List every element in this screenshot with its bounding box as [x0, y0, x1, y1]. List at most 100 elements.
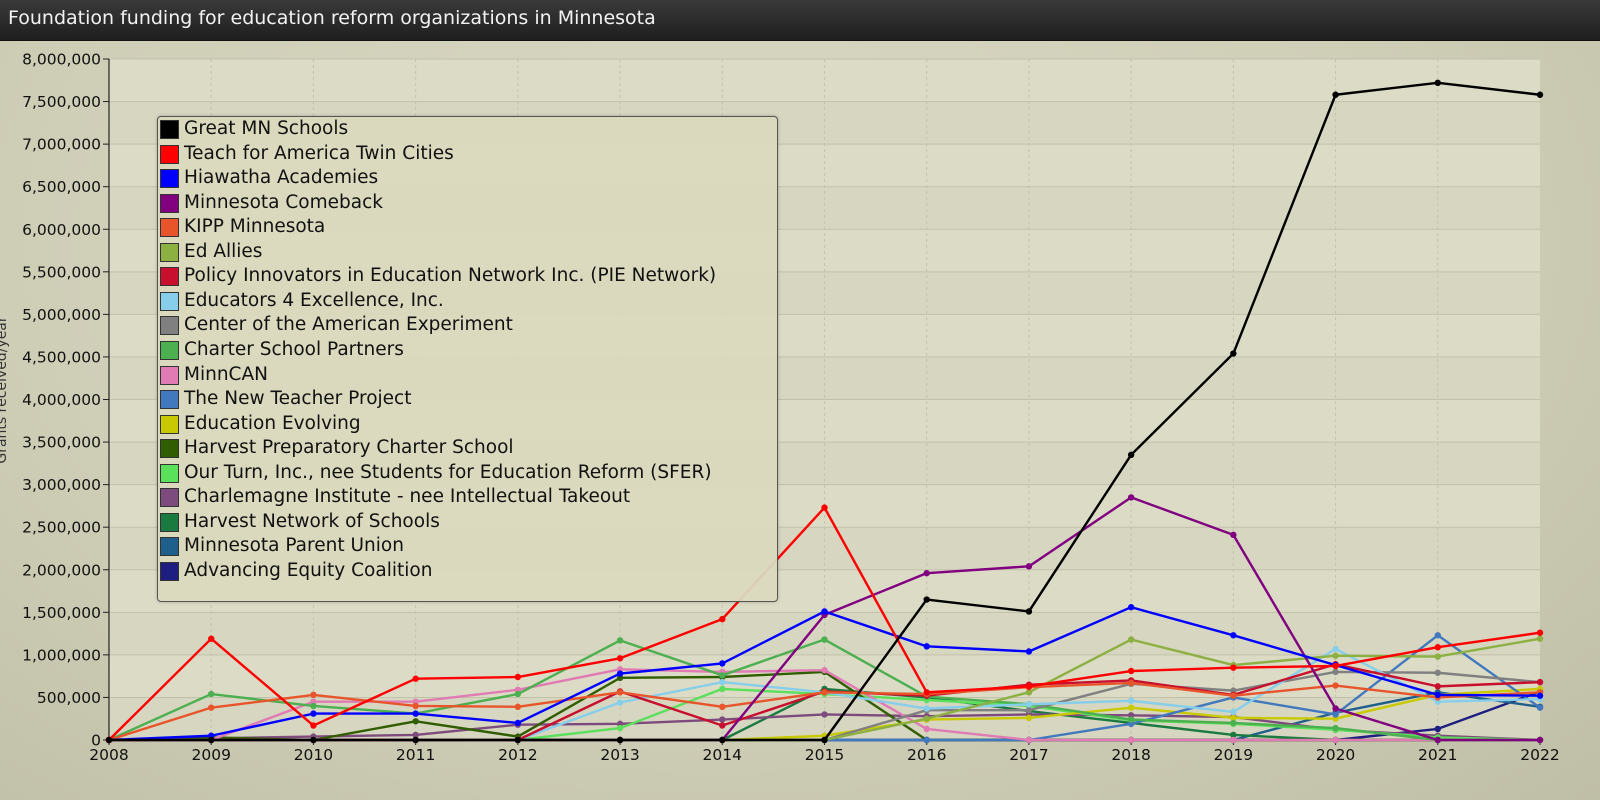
data-point[interactable] — [719, 716, 726, 723]
data-point[interactable] — [1434, 644, 1441, 651]
legend-item[interactable]: Ed Allies — [158, 241, 768, 265]
data-point[interactable] — [310, 736, 317, 744]
data-point[interactable] — [1127, 667, 1135, 675]
data-point[interactable] — [1230, 632, 1237, 639]
data-point[interactable] — [923, 725, 930, 733]
data-point[interactable] — [105, 736, 113, 744]
legend-item[interactable]: Our Turn, Inc., nee Students for Educati… — [158, 462, 768, 486]
data-point[interactable] — [208, 635, 215, 642]
data-point[interactable] — [208, 690, 215, 698]
data-point[interactable] — [1127, 604, 1135, 611]
data-point[interactable] — [514, 673, 522, 681]
data-point[interactable] — [1127, 494, 1135, 501]
legend-item[interactable]: Harvest Preparatory Charter School — [158, 437, 768, 461]
data-point[interactable] — [1434, 736, 1441, 744]
data-point[interactable] — [1230, 736, 1237, 744]
data-point[interactable] — [310, 702, 317, 710]
data-point[interactable] — [1025, 689, 1033, 696]
legend-item[interactable]: Teach for America Twin Cities — [158, 143, 768, 167]
data-point[interactable] — [719, 703, 726, 711]
data-point[interactable] — [412, 731, 419, 739]
data-point[interactable] — [923, 736, 930, 744]
data-point[interactable] — [1127, 451, 1135, 459]
data-point[interactable] — [616, 655, 624, 662]
legend-item[interactable]: MinnCAN — [158, 364, 768, 388]
data-point[interactable] — [1025, 736, 1033, 744]
data-point[interactable] — [1025, 608, 1033, 615]
legend-item[interactable]: Educators 4 Excellence, Inc. — [158, 290, 768, 314]
data-point[interactable] — [1332, 736, 1339, 744]
data-point[interactable] — [1025, 714, 1033, 722]
legend-item[interactable]: Center of the American Experiment — [158, 314, 768, 338]
data-point[interactable] — [923, 596, 930, 603]
data-point[interactable] — [412, 710, 419, 717]
data-point[interactable] — [1025, 701, 1033, 708]
legend-item[interactable]: Policy Innovators in Education Network I… — [158, 265, 768, 289]
data-point[interactable] — [616, 699, 624, 706]
data-point[interactable] — [719, 672, 726, 679]
data-point[interactable] — [719, 615, 726, 623]
data-point[interactable] — [1434, 691, 1441, 699]
data-point[interactable] — [1434, 653, 1441, 660]
data-point[interactable] — [1332, 645, 1339, 653]
data-point[interactable] — [412, 675, 419, 682]
data-point[interactable] — [1230, 719, 1237, 727]
data-point[interactable] — [821, 608, 828, 615]
data-point[interactable] — [514, 719, 522, 727]
data-point[interactable] — [1332, 682, 1339, 689]
data-point[interactable] — [616, 670, 624, 677]
data-point[interactable] — [616, 637, 624, 644]
data-point[interactable] — [719, 678, 726, 686]
legend-item[interactable]: Harvest Network of Schools — [158, 511, 768, 535]
data-point[interactable] — [1127, 679, 1135, 687]
data-point[interactable] — [821, 666, 828, 674]
legend-item[interactable]: KIPP Minnesota — [158, 216, 768, 240]
data-point[interactable] — [1127, 704, 1135, 711]
data-point[interactable] — [1230, 531, 1237, 539]
data-point[interactable] — [412, 702, 419, 710]
data-point[interactable] — [412, 718, 419, 725]
data-point[interactable] — [1332, 91, 1339, 98]
data-point[interactable] — [412, 736, 419, 744]
data-point[interactable] — [821, 711, 828, 718]
legend-item[interactable]: The New Teacher Project — [158, 388, 768, 412]
data-point[interactable] — [1127, 636, 1135, 643]
data-point[interactable] — [1434, 683, 1441, 690]
data-point[interactable] — [1025, 707, 1033, 714]
data-point[interactable] — [1127, 697, 1135, 705]
data-point[interactable] — [821, 689, 828, 696]
legend-item[interactable]: Education Evolving — [158, 413, 768, 437]
data-point[interactable] — [1434, 79, 1441, 87]
data-point[interactable] — [310, 722, 317, 729]
data-point[interactable] — [719, 722, 726, 729]
data-point[interactable] — [719, 685, 726, 693]
data-point[interactable] — [1230, 708, 1237, 716]
data-point[interactable] — [1025, 683, 1033, 690]
data-point[interactable] — [514, 703, 522, 711]
data-point[interactable] — [923, 643, 930, 650]
legend-item[interactable]: Great MN Schools — [158, 118, 768, 142]
data-point[interactable] — [1230, 692, 1237, 699]
data-point[interactable] — [719, 736, 726, 744]
data-point[interactable] — [1332, 724, 1339, 732]
data-point[interactable] — [616, 689, 624, 696]
data-point[interactable] — [1025, 648, 1033, 655]
data-point[interactable] — [1230, 731, 1237, 739]
data-point[interactable] — [923, 569, 930, 577]
data-point[interactable] — [821, 636, 828, 643]
data-point[interactable] — [310, 710, 317, 717]
data-point[interactable] — [208, 704, 215, 711]
data-point[interactable] — [514, 690, 522, 698]
data-point[interactable] — [1127, 736, 1135, 744]
data-point[interactable] — [1536, 91, 1544, 98]
data-point[interactable] — [1230, 350, 1237, 357]
data-point[interactable] — [1332, 705, 1339, 712]
data-point[interactable] — [1434, 669, 1441, 676]
data-point[interactable] — [1536, 736, 1544, 744]
data-point[interactable] — [1127, 716, 1135, 723]
data-point[interactable] — [1230, 664, 1237, 671]
data-point[interactable] — [1536, 678, 1544, 686]
data-point[interactable] — [1536, 704, 1544, 711]
data-point[interactable] — [1434, 725, 1441, 733]
data-point[interactable] — [208, 736, 215, 744]
